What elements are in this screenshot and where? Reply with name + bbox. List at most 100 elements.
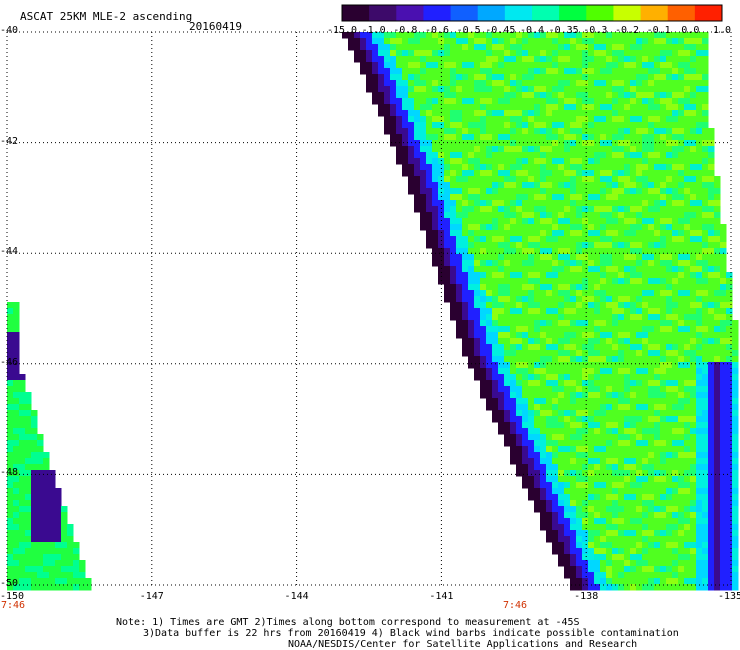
swath-cell [540,488,547,495]
swath-cell [606,194,613,201]
swath-cell [612,224,619,231]
swath-cell [55,560,62,567]
swath-cell [612,158,619,165]
swath-cell [684,140,691,147]
swath-cell [678,158,685,165]
swath-cell [702,314,709,321]
swath-cell [612,164,619,171]
swath-cell [696,476,703,483]
swath-cell [582,236,589,243]
swath-cell [13,524,20,531]
swath-cell [702,458,709,465]
swath-cell [492,242,499,249]
swath-cell [492,116,499,123]
swath-cell [696,422,703,429]
swath-cell [528,62,535,69]
swath-cell [522,254,529,261]
swath-cell [396,44,403,51]
swath-cell [702,164,709,171]
swath-cell [55,584,62,591]
swath-cell [432,80,439,87]
swath-cell [582,500,589,507]
swath-cell [672,506,679,513]
swath-cell [462,224,469,231]
swath-cell [534,134,541,141]
swath-cell [504,62,511,69]
swath-cell [678,434,685,441]
swath-cell [702,170,709,177]
swath-cell [79,578,86,585]
swath-cell [480,44,487,51]
swath-cell [396,56,403,63]
swath-cell [714,560,721,567]
swath-cell [552,380,559,387]
swath-cell [672,326,679,333]
swath-cell [684,200,691,207]
swath-cell [672,116,679,123]
swath-cell [612,44,619,51]
swath-cell [618,176,625,183]
swath-cell [486,68,493,75]
swath-cell [660,332,667,339]
swath-cell [732,344,739,351]
swath-cell [492,344,499,351]
swath-cell [606,254,613,261]
swath-cell [450,140,457,147]
swath-cell [708,482,715,489]
swath-cell [636,32,643,39]
swath-cell [600,92,607,99]
swath-cell [600,344,607,351]
swath-cell [558,212,565,219]
swath-cell [654,92,661,99]
swath-cell [534,56,541,63]
swath-cell [462,206,469,213]
swath-cell [61,530,68,537]
swath-cell [606,206,613,213]
swath-cell [624,476,631,483]
swath-cell [516,380,523,387]
swath-cell [684,440,691,447]
swath-cell [534,338,541,345]
swath-cell [678,212,685,219]
swath-cell [588,86,595,93]
swath-cell [504,248,511,255]
swath-cell [666,236,673,243]
swath-cell [522,62,529,69]
swath-cell [636,296,643,303]
swath-cell [684,446,691,453]
swath-cell [396,140,403,147]
swath-cell [660,182,667,189]
swath-cell [570,506,577,513]
swath-cell [444,122,451,129]
swath-cell [600,440,607,447]
swath-cell [546,518,553,525]
swath-cell [600,584,607,591]
swath-cell [588,458,595,465]
swath-cell [672,446,679,453]
swath-cell [702,140,709,147]
swath-cell [654,80,661,87]
swath-cell [594,476,601,483]
swath-cell [690,374,697,381]
swath-cell [456,308,463,315]
swath-cell [576,302,583,309]
swath-cell [522,464,529,471]
swath-cell [684,398,691,405]
swath-cell [528,110,535,117]
swath-cell [648,578,655,585]
swath-cell [726,326,733,333]
swath-cell [660,236,667,243]
swath-cell [474,68,481,75]
swath-cell [426,224,433,231]
swath-cell [636,560,643,567]
swath-cell [594,398,601,405]
swath-cell [564,566,571,573]
swath-cell [672,536,679,543]
swath-cell [642,110,649,117]
swath-cell [540,410,547,417]
swath-cell [498,236,505,243]
swath-cell [570,284,577,291]
swath-cell [31,560,38,567]
swath-cell [480,170,487,177]
swath-cell [732,410,739,417]
